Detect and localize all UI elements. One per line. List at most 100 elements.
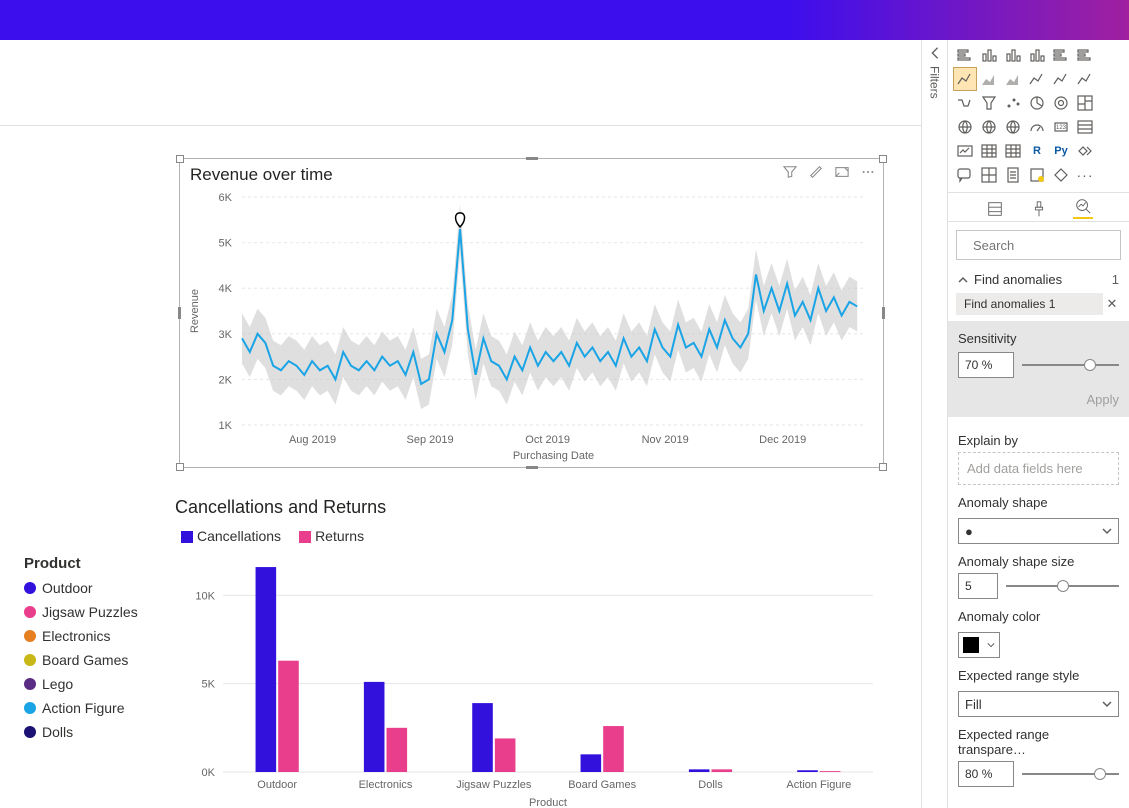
filter-icon[interactable] [783,165,797,182]
expected-style-select[interactable]: Fill [958,691,1119,717]
viz-type-qa[interactable] [954,164,976,186]
top-banner [0,0,1129,40]
resize-handle-tr[interactable] [879,155,887,163]
product-item-label: Outdoor [42,580,93,596]
anomaly-color-select[interactable] [958,632,1000,658]
sensitivity-value[interactable]: 70 % [958,352,1014,378]
viz-type-bar-100[interactable] [1026,44,1048,66]
svg-text:123: 123 [1056,125,1067,131]
chevron-up-icon [958,275,968,285]
viz-type-paginated[interactable] [1002,164,1024,186]
sensitivity-label: Sensitivity [958,331,1119,346]
find-anomalies-accordion[interactable]: Find anomalies 1 [948,268,1129,291]
viz-type-bar-h2[interactable] [1050,44,1072,66]
viz-type-shape-map[interactable] [1002,116,1024,138]
resize-handle-b[interactable] [526,466,538,469]
product-item[interactable]: Electronics [24,628,164,644]
anomaly-size-value[interactable]: 5 [958,573,998,599]
viz-type-decomp[interactable] [978,164,1000,186]
product-item-label: Lego [42,676,73,692]
resize-handle-bl[interactable] [176,463,184,471]
viz-type-bar-v[interactable] [978,44,1000,66]
viz-type-ribbon[interactable] [954,92,976,114]
viz-type-bar-h3[interactable] [1074,44,1096,66]
explain-by-label: Explain by [958,433,1119,448]
pin-icon[interactable] [809,165,823,182]
viz-type-card[interactable]: 123 [1050,116,1072,138]
expected-trans-slider[interactable] [1022,773,1119,775]
viz-type-pie[interactable] [1026,92,1048,114]
search-box[interactable] [956,230,1121,260]
filters-collapse-icon[interactable] [928,46,942,60]
viz-type-arcgis[interactable] [1050,164,1072,186]
viz-type-scatter[interactable] [1002,92,1024,114]
product-item[interactable]: Board Games [24,652,164,668]
viz-type-area-stk[interactable] [1002,68,1024,90]
resize-handle-l[interactable] [178,307,181,319]
anomaly-shape-select[interactable]: ● [958,518,1119,544]
expected-trans-value[interactable]: 80 % [958,761,1014,787]
bar-chart-visual[interactable]: Cancellations and Returns Cancellations … [174,496,884,808]
viz-type-filled-map[interactable] [978,116,1000,138]
svg-text:Dolls: Dolls [698,779,723,791]
product-item[interactable]: Lego [24,676,164,692]
viz-type-bar-stk[interactable] [1002,44,1024,66]
viz-type-R[interactable]: R [1026,140,1048,162]
anomaly-size-label: Anomaly shape size [958,554,1119,569]
remove-chip-icon[interactable]: ✕ [1103,296,1121,312]
viz-type-bar-h[interactable] [954,44,976,66]
viz-type-line-sel[interactable] [954,68,976,90]
viz-type-multi-card[interactable] [1074,116,1096,138]
viz-type-combo[interactable] [1050,68,1072,90]
viz-type-area[interactable] [978,68,1000,90]
viz-type-ellipsis[interactable]: ··· [1074,164,1096,186]
chevron-down-icon [987,641,995,649]
analytics-tab-icon[interactable] [1073,199,1093,219]
fields-tab-icon[interactable] [985,199,1005,219]
svg-text:Action Figure: Action Figure [786,779,851,791]
viz-type-key-inf[interactable] [1074,140,1096,162]
sensitivity-slider[interactable] [1022,364,1119,366]
format-tab-icon[interactable] [1029,199,1049,219]
report-canvas[interactable]: Product OutdoorJigsaw PuzzlesElectronics… [0,40,921,808]
apply-button[interactable]: Apply [958,392,1119,407]
resize-handle-tl[interactable] [176,155,184,163]
svg-text:Dec 2019: Dec 2019 [759,434,806,446]
explain-by-well[interactable]: Add data fields here [958,452,1119,485]
viz-type-matrix[interactable] [1002,140,1024,162]
expected-style-label: Expected range style [958,668,1119,683]
viz-type-table[interactable] [978,140,1000,162]
viz-type-donut[interactable] [1050,92,1072,114]
anomaly-size-slider[interactable] [1006,585,1119,587]
product-item[interactable]: Dolls [24,724,164,740]
line-chart-visual[interactable]: Revenue over time 1K2K3K4K5K6KRevenueAug… [179,158,884,468]
more-icon[interactable] [861,165,875,182]
filters-rail[interactable]: Filters [921,40,947,808]
resize-handle-br[interactable] [879,463,887,471]
svg-text:0K: 0K [202,767,216,779]
viz-type-line2[interactable] [1026,68,1048,90]
viz-type-kpi[interactable] [954,140,976,162]
viz-type-treemap[interactable] [1074,92,1096,114]
product-item[interactable]: Outdoor [24,580,164,596]
product-slicer[interactable]: Product OutdoorJigsaw PuzzlesElectronics… [24,555,164,748]
expected-trans-label: Expected range transpare… [958,727,1119,757]
anomaly-chip[interactable]: Find anomalies 1 [956,293,1103,315]
viz-type-funnel[interactable] [978,92,1000,114]
viz-type-pv[interactable] [1026,164,1048,186]
svg-text:3K: 3K [219,329,233,341]
product-item[interactable]: Action Figure [24,700,164,716]
viz-type-combo2[interactable] [1074,68,1096,90]
resize-handle-t[interactable] [526,157,538,160]
viz-type-gauge[interactable] [1026,116,1048,138]
viz-type-Py[interactable]: Py [1050,140,1072,162]
viz-type-map[interactable] [954,116,976,138]
bar-chart-legend: Cancellations Returns [181,528,883,544]
search-input[interactable] [971,237,1129,254]
resize-handle-r[interactable] [882,307,885,319]
viz-gallery: 123 RPy··· [948,40,1129,193]
svg-text:Aug 2019: Aug 2019 [289,434,336,446]
focus-mode-icon[interactable] [835,165,849,182]
product-item[interactable]: Jigsaw Puzzles [24,604,164,620]
svg-text:1K: 1K [219,420,233,432]
